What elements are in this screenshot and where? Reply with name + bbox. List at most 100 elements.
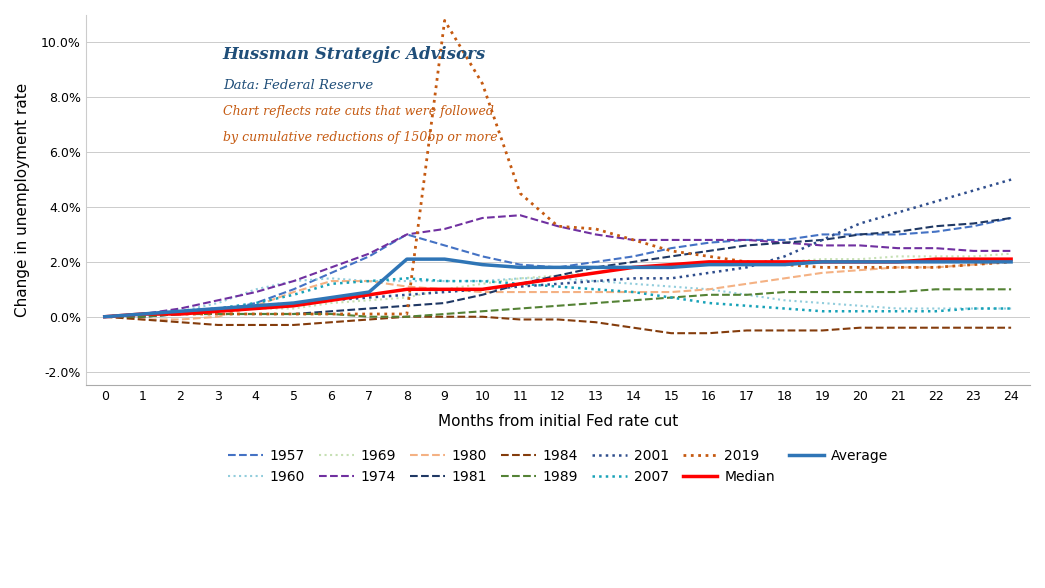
1960 (552, 275, 564, 282)
1960 (212, 299, 225, 306)
2007 (929, 308, 942, 315)
Median (287, 302, 300, 309)
1974 (173, 305, 187, 312)
1980 (400, 283, 413, 290)
2019 (589, 225, 602, 232)
1989 (779, 289, 791, 296)
Median (325, 297, 338, 304)
2001 (627, 275, 640, 282)
1980 (891, 264, 904, 271)
1989 (589, 299, 602, 306)
2007 (136, 310, 148, 318)
Legend: 1957, 1960, 1969, 1974, 1980, 1981, 1984, 1989, 2001, 2007, 2019, Median, Averag: 1957, 1960, 1969, 1974, 1980, 1981, 1984… (223, 443, 893, 489)
Average (514, 264, 527, 271)
1984 (1005, 324, 1018, 331)
1974 (438, 225, 450, 232)
Average (891, 258, 904, 265)
1960 (173, 308, 187, 315)
1974 (816, 242, 829, 249)
1969 (438, 286, 450, 293)
1981 (779, 239, 791, 246)
1980 (173, 316, 187, 323)
1989 (287, 310, 300, 318)
2007 (816, 308, 829, 315)
1981 (400, 302, 413, 309)
1974 (589, 231, 602, 238)
1989 (438, 310, 450, 318)
1969 (779, 258, 791, 265)
1969 (287, 305, 300, 312)
2019 (325, 310, 338, 318)
1980 (477, 289, 489, 296)
2019 (891, 264, 904, 271)
1960 (287, 278, 300, 285)
Average (702, 261, 715, 268)
1957 (438, 242, 450, 249)
1957 (363, 253, 375, 260)
1960 (477, 278, 489, 285)
1981 (589, 264, 602, 271)
1969 (325, 299, 338, 306)
X-axis label: Months from initial Fed rate cut: Months from initial Fed rate cut (438, 415, 678, 429)
1989 (702, 291, 715, 298)
2001 (514, 283, 527, 290)
1974 (363, 250, 375, 257)
2001 (287, 299, 300, 306)
2007 (702, 299, 715, 306)
1989 (552, 302, 564, 309)
1974 (779, 239, 791, 246)
1989 (250, 310, 262, 318)
1969 (400, 294, 413, 301)
2019 (929, 264, 942, 271)
1981 (1005, 215, 1018, 222)
1980 (967, 261, 979, 268)
1980 (665, 289, 677, 296)
1974 (967, 248, 979, 255)
1957 (552, 264, 564, 271)
2019 (98, 313, 111, 320)
Median (627, 264, 640, 271)
1974 (477, 215, 489, 222)
Average (627, 264, 640, 271)
Average (400, 256, 413, 263)
2007 (854, 308, 866, 315)
1957 (173, 310, 187, 318)
2001 (589, 278, 602, 285)
1974 (665, 236, 677, 243)
1980 (627, 289, 640, 296)
1981 (665, 253, 677, 260)
1980 (438, 286, 450, 293)
1960 (929, 305, 942, 312)
2001 (438, 289, 450, 296)
1980 (136, 316, 148, 323)
2019 (212, 310, 225, 318)
1989 (967, 286, 979, 293)
1989 (400, 313, 413, 320)
1989 (741, 291, 753, 298)
1957 (287, 286, 300, 293)
1984 (325, 319, 338, 326)
2007 (325, 280, 338, 288)
1980 (1005, 258, 1018, 265)
1974 (98, 313, 111, 320)
1981 (552, 272, 564, 279)
2001 (250, 302, 262, 309)
1981 (514, 280, 527, 288)
Median (891, 258, 904, 265)
1960 (250, 286, 262, 293)
1980 (779, 275, 791, 282)
2007 (514, 280, 527, 288)
Line: 1969: 1969 (104, 253, 1012, 317)
Line: 2001: 2001 (104, 179, 1012, 317)
1984 (173, 319, 187, 326)
1957 (400, 231, 413, 238)
1957 (514, 261, 527, 268)
1960 (741, 291, 753, 298)
1960 (779, 297, 791, 304)
1984 (741, 327, 753, 334)
Median (363, 291, 375, 298)
2007 (250, 299, 262, 306)
1981 (891, 228, 904, 235)
Median (967, 256, 979, 263)
1989 (929, 286, 942, 293)
